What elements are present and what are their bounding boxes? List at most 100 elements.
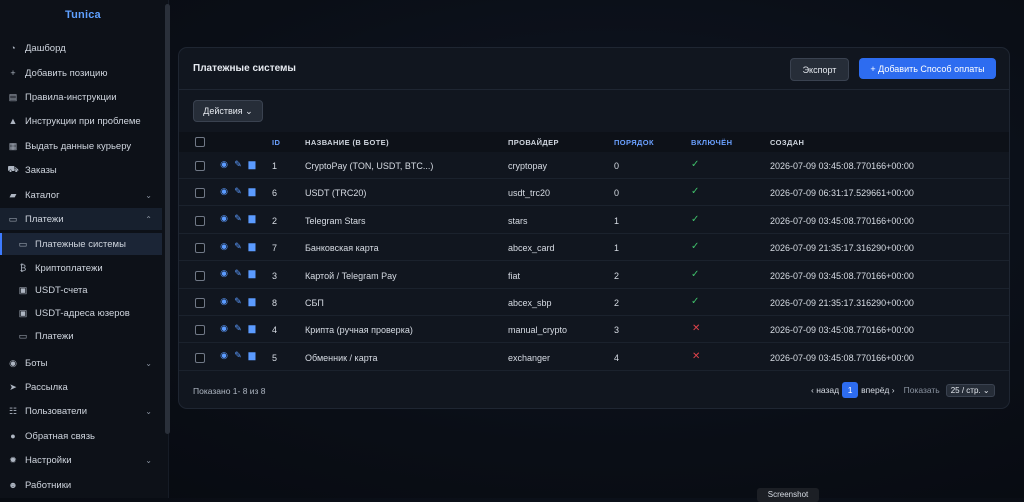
- row-checkbox[interactable]: [195, 270, 205, 281]
- delete-trash-icon[interactable]: ▆: [248, 240, 256, 251]
- sidebar-item-12[interactable]: ▭ Платежи: [0, 325, 162, 347]
- column-header-name[interactable]: НАЗВАНИЕ (В БОТЕ): [305, 138, 389, 147]
- edit-icon[interactable]: ✎: [234, 185, 242, 196]
- row-checkbox[interactable]: [195, 243, 205, 254]
- cell-name: СБП: [305, 298, 324, 308]
- sidebar-item-18[interactable]: ☻ Работники: [0, 474, 162, 496]
- sidebar-item-label: Боты: [25, 357, 48, 369]
- sidebar-item-15[interactable]: ☷ Пользователи ⌄: [0, 400, 162, 422]
- sidebar-item-label: Правила-инструкции: [25, 91, 117, 103]
- view-eye-icon[interactable]: ◉: [220, 213, 228, 224]
- sidebar-item-14[interactable]: ➤ Рассылка: [0, 376, 162, 398]
- sidebar-item-4[interactable]: ▦ Выдать данные курьеру: [0, 135, 162, 157]
- sidebar-item-10[interactable]: ▣ USDT-счета: [0, 279, 162, 301]
- view-eye-icon[interactable]: ◉: [220, 240, 228, 251]
- sidebar-item-label: Пользователи: [25, 405, 88, 417]
- sidebar-item-8[interactable]: ▭ Платежные системы: [0, 233, 162, 255]
- column-header-enabled[interactable]: ВКЛЮЧЁН: [691, 138, 733, 147]
- cell-created: 2026-07-09 03:45:08.770166+00:00: [770, 352, 914, 363]
- cell-provider: fiat: [508, 270, 521, 281]
- table-row[interactable]: ◉ ✎ ▆ 8 СБП abcex_sbp 2 ✓ 2026-07-09 21:35:17.31…: [179, 289, 1009, 316]
- page-number-button[interactable]: 1: [842, 382, 859, 398]
- id-card-icon: ▦: [8, 140, 18, 151]
- page-size-select[interactable]: 25 / стр. ⌄: [945, 383, 995, 397]
- delete-trash-icon[interactable]: ▆: [248, 350, 256, 361]
- next-page-label: вперёд: [861, 385, 890, 395]
- column-header-created[interactable]: СОЗДАН: [770, 138, 805, 147]
- chevron-down-icon: ⌄: [145, 455, 152, 465]
- edit-icon[interactable]: ✎: [234, 295, 242, 306]
- enabled-check-icon: ✓: [691, 159, 700, 170]
- sidebar-item-11[interactable]: ▣ USDT-адреса юзеров: [0, 302, 162, 324]
- sidebar-item-0[interactable]: ◔ Дашборд: [0, 37, 162, 59]
- sidebar-item-label: Криптоплатежи: [35, 262, 103, 274]
- sidebar-scrollbar[interactable]: [165, 4, 170, 434]
- next-page-button[interactable]: вперёд ›: [861, 385, 895, 395]
- sidebar-item-9[interactable]: ₿ Криптоплатежи: [0, 257, 162, 279]
- table-row[interactable]: ◉ ✎ ▆ 6 USDT (TRC20) usdt_trc20 0 ✓ 2026-07-09 0…: [179, 179, 1009, 207]
- row-checkbox[interactable]: [195, 161, 205, 171]
- edit-icon[interactable]: ✎: [234, 268, 242, 279]
- sidebar-item-17[interactable]: ✹ Настройки ⌄: [0, 449, 162, 471]
- workers-icon: ☻: [8, 480, 18, 490]
- folder-icon: ▰: [9, 189, 17, 200]
- sidebar-item-label: Инструкции при проблеме: [25, 115, 141, 127]
- edit-icon[interactable]: ✎: [234, 240, 242, 251]
- send-icon: ➤: [9, 381, 17, 392]
- wallet-icon: ▣: [18, 307, 28, 318]
- table-row[interactable]: ◉ ✎ ▆ 3 Картой / Telegram Pay fiat 2 ✓ 2026-07-0…: [179, 262, 1009, 289]
- cell-provider: manual_crypto: [508, 325, 568, 336]
- sidebar-item-3[interactable]: ▲ Инструкции при проблеме: [0, 110, 162, 132]
- table-row[interactable]: ◉ ✎ ▆ 1 CryptoPay (TON, USDT, BTC...) cryptop…: [179, 152, 1009, 179]
- row-checkbox[interactable]: [195, 352, 205, 363]
- view-eye-icon[interactable]: ◉: [220, 185, 228, 196]
- credit-card-icon: ▭: [8, 213, 18, 224]
- column-header-order[interactable]: ПОРЯДОК: [614, 138, 654, 147]
- delete-trash-icon[interactable]: ▆: [248, 158, 256, 169]
- export-button[interactable]: Экспорт: [790, 58, 849, 81]
- actions-dropdown[interactable]: Действия ⌄: [193, 100, 263, 122]
- row-checkbox[interactable]: [195, 215, 205, 226]
- view-eye-icon[interactable]: ◉: [220, 158, 228, 169]
- prev-page-button[interactable]: ‹ назад: [811, 385, 840, 395]
- row-actions: ◉ ✎ ▆: [219, 159, 257, 169]
- plus-icon: +: [10, 68, 16, 78]
- row-checkbox[interactable]: [195, 325, 205, 336]
- column-header-provider[interactable]: ПРОВАЙДЕР: [508, 138, 559, 147]
- row-checkbox[interactable]: [195, 298, 205, 308]
- edit-icon[interactable]: ✎: [234, 213, 242, 224]
- column-header-id[interactable]: ID: [272, 138, 281, 147]
- sidebar-item-16[interactable]: ● Обратная связь: [0, 425, 162, 447]
- view-eye-icon[interactable]: ◉: [220, 322, 228, 333]
- edit-icon[interactable]: ✎: [234, 350, 242, 361]
- table-row[interactable]: ◉ ✎ ▆ 5 Обменник / карта exchanger 4 ✕ 2026-07-0…: [179, 344, 1009, 371]
- delete-trash-icon[interactable]: ▆: [248, 213, 256, 224]
- sidebar-item-6[interactable]: ▰ Каталог ⌄: [0, 184, 162, 206]
- delete-trash-icon[interactable]: ▆: [248, 295, 256, 306]
- edit-icon[interactable]: ✎: [234, 322, 242, 333]
- row-checkbox[interactable]: [195, 188, 205, 199]
- prev-page-label: назад: [816, 385, 840, 395]
- sidebar-item-7[interactable]: ▭ Платежи ⌃: [0, 208, 162, 230]
- delete-trash-icon[interactable]: ▆: [248, 185, 256, 196]
- sidebar-item-5[interactable]: ⛟ Заказы: [0, 159, 162, 181]
- row-actions: ◉ ✎ ▆: [219, 296, 257, 306]
- delete-trash-icon[interactable]: ▆: [248, 268, 256, 279]
- sidebar-item-label: Выдать данные курьеру: [25, 140, 132, 152]
- add-payment-method-button[interactable]: + Добавить Способ оплаты: [859, 58, 996, 79]
- sidebar-item-1[interactable]: + Добавить позицию: [0, 62, 162, 84]
- delete-trash-icon[interactable]: ▆: [248, 322, 256, 333]
- table-row[interactable]: ◉ ✎ ▆ 4 Крипта (ручная проверка) manual_crypt…: [179, 316, 1009, 344]
- sidebar-item-label: Настройки: [25, 454, 72, 466]
- sidebar-item-2[interactable]: ▤ Правила-инструкции: [0, 86, 162, 108]
- cell-provider: abcex_sbp: [508, 298, 552, 308]
- select-all-checkbox[interactable]: [195, 137, 205, 147]
- sidebar-item-13[interactable]: ◉ Боты ⌄: [0, 352, 162, 374]
- chevron-up-icon: ⌃: [145, 214, 152, 224]
- view-eye-icon[interactable]: ◉: [220, 268, 228, 279]
- table-row[interactable]: ◉ ✎ ▆ 2 Telegram Stars stars 1 ✓ 2026-07-09 03:4…: [179, 207, 1009, 234]
- edit-icon[interactable]: ✎: [234, 158, 242, 169]
- view-eye-icon[interactable]: ◉: [220, 350, 228, 361]
- view-eye-icon[interactable]: ◉: [220, 295, 228, 306]
- table-row[interactable]: ◉ ✎ ▆ 7 Банковская карта abcex_card 1 ✓ 2026-07-…: [179, 234, 1009, 262]
